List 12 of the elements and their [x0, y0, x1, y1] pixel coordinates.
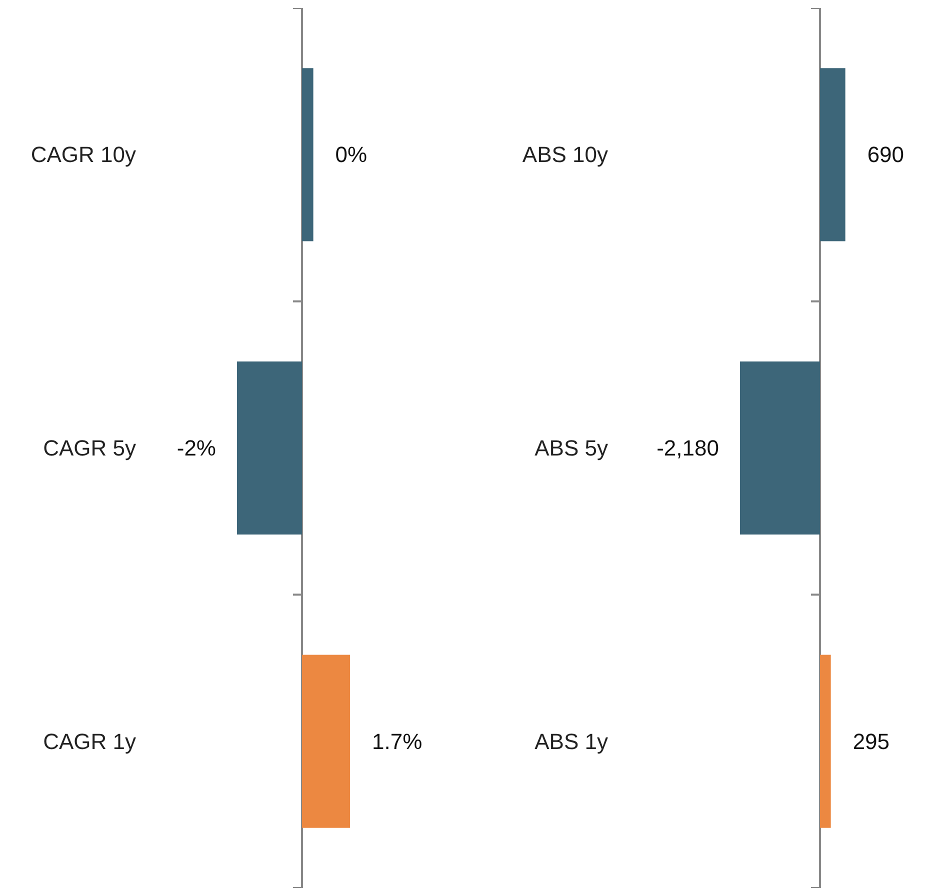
- data-label: 295: [852, 728, 890, 754]
- y-tick-label: ABS 5y: [534, 436, 608, 460]
- data-label: 1.7%: [372, 728, 422, 754]
- data-label: -2,180: [656, 436, 719, 460]
- data-label: 0%: [335, 142, 368, 168]
- y-tick-label: CAGR 1y: [43, 728, 136, 754]
- y-tick-label: CAGR 10y: [30, 142, 136, 168]
- y-tick-label: ABS 10y: [522, 142, 608, 168]
- data-label: -2%: [176, 436, 216, 460]
- data-label: 690: [867, 142, 904, 168]
- y-tick-label: ABS 1y: [534, 728, 608, 754]
- y-tick-label: CAGR 5y: [43, 436, 136, 460]
